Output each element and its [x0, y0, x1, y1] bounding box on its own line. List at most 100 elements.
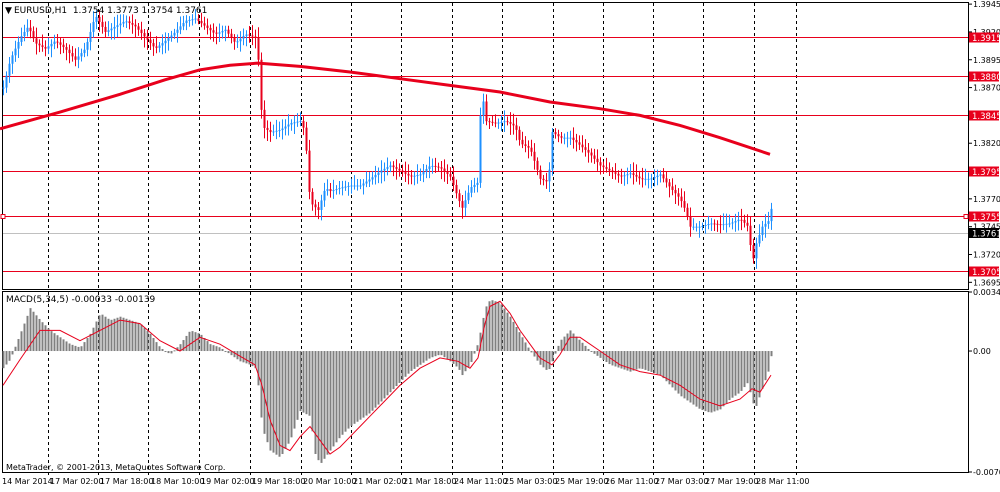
- macd-bar: [257, 351, 260, 386]
- candle-body: [392, 165, 395, 168]
- macd-bar: [152, 337, 155, 352]
- macd-bar: [182, 340, 185, 352]
- candle-body: [554, 132, 557, 135]
- candle-body: [65, 47, 68, 50]
- candle-body: [239, 38, 242, 42]
- macd-bar: [56, 335, 59, 352]
- candle-body: [599, 162, 602, 166]
- candle-body: [398, 168, 401, 171]
- candle-body: [677, 193, 680, 197]
- candle-body: [686, 207, 689, 217]
- candle-body: [341, 187, 344, 189]
- candle-body: [719, 224, 722, 226]
- macd-bar: [464, 351, 467, 372]
- candle-body: [386, 167, 389, 169]
- macd-bar: [503, 308, 506, 352]
- macd-bar: [641, 351, 644, 369]
- macd-bar: [653, 351, 656, 373]
- macd-bar: [338, 351, 341, 439]
- macd-bar: [614, 351, 617, 367]
- level-label-bg: [969, 71, 999, 82]
- macd-bar: [215, 346, 218, 352]
- candle-body: [656, 175, 659, 178]
- macd-bar: [329, 351, 332, 451]
- macd-bar: [356, 351, 359, 422]
- macd-bar: [2, 351, 5, 369]
- candle-body: [140, 29, 143, 34]
- level-label: 1.3915: [972, 34, 1000, 44]
- candle-body: [215, 32, 218, 34]
- macd-bar: [332, 351, 335, 447]
- macd-bar: [137, 322, 140, 352]
- price-axis: 1.3945 1.3920 1.3895 1.3870 1.3820 1.3770 1.37…: [968, 0, 1000, 287]
- candle-body: [617, 173, 620, 176]
- macd-bar: [590, 351, 593, 353]
- candle-body: [470, 187, 473, 193]
- macd-bar: [611, 351, 614, 366]
- macd-bar: [362, 351, 365, 418]
- macd-bar: [101, 314, 104, 352]
- candle-body: [641, 178, 644, 180]
- candle-body: [359, 185, 362, 187]
- macd-bar: [476, 345, 479, 352]
- level-label-bg: [969, 32, 999, 43]
- level-handle: [963, 214, 969, 219]
- macd-bar: [221, 348, 224, 352]
- macd-bar: [542, 351, 545, 368]
- macd-bar: [161, 348, 164, 352]
- price-tick-label: 1.3945: [973, 0, 1000, 9]
- macd-bar: [266, 351, 269, 443]
- macd-bar: [755, 351, 758, 406]
- candle-body: [515, 125, 518, 130]
- macd-bar: [335, 351, 338, 443]
- candle-body: [2, 87, 5, 89]
- macd-bar: [629, 351, 632, 372]
- macd-bar: [713, 351, 716, 412]
- macd-bar: [725, 351, 728, 404]
- candle-body: [260, 59, 263, 110]
- candle-body: [134, 24, 137, 27]
- candle-body: [329, 189, 332, 192]
- candle-body: [98, 16, 101, 22]
- candle-body: [263, 109, 266, 128]
- moving-average-line: [0, 61, 771, 156]
- candle-body: [38, 43, 41, 46]
- macd-bar: [377, 351, 380, 405]
- candle-body: [755, 243, 758, 259]
- macd-bar: [38, 318, 41, 352]
- candle-body: [224, 29, 227, 32]
- candle-body: [530, 147, 533, 152]
- time-label: 25 Mar 03:00: [504, 477, 557, 486]
- macd-bar: [317, 351, 320, 461]
- candle-body: [455, 184, 458, 194]
- candle-body: [377, 172, 380, 175]
- candle-body: [770, 208, 773, 222]
- candle-body: [587, 149, 590, 153]
- candle-body: [170, 35, 173, 39]
- macd-bar: [326, 351, 329, 455]
- collapse-arrow-icon[interactable]: ▼: [5, 6, 12, 16]
- candle-body: [158, 45, 161, 48]
- macd-bar: [704, 351, 707, 412]
- macd-bar: [587, 348, 590, 352]
- candle-body: [230, 33, 233, 38]
- macd-bar: [662, 351, 665, 379]
- macd-bar: [686, 351, 689, 401]
- macd-bar: [122, 317, 125, 352]
- candle-body: [212, 30, 215, 33]
- macd-bar: [515, 327, 518, 352]
- macd-bar: [32, 311, 35, 352]
- candle-body: [11, 55, 14, 64]
- candle-body: [500, 121, 503, 123]
- candle-body: [317, 207, 320, 210]
- macd-bar: [671, 351, 674, 388]
- time-label: 14 Mar 2014: [2, 477, 53, 486]
- candle-body: [671, 186, 674, 190]
- macd-bar: [638, 351, 641, 369]
- candle-body: [332, 190, 335, 192]
- candle-body: [128, 21, 131, 24]
- candle-body: [236, 41, 239, 43]
- candle-body: [62, 44, 65, 48]
- candle-body: [143, 33, 146, 37]
- price-panel-frame[interactable]: [2, 2, 969, 290]
